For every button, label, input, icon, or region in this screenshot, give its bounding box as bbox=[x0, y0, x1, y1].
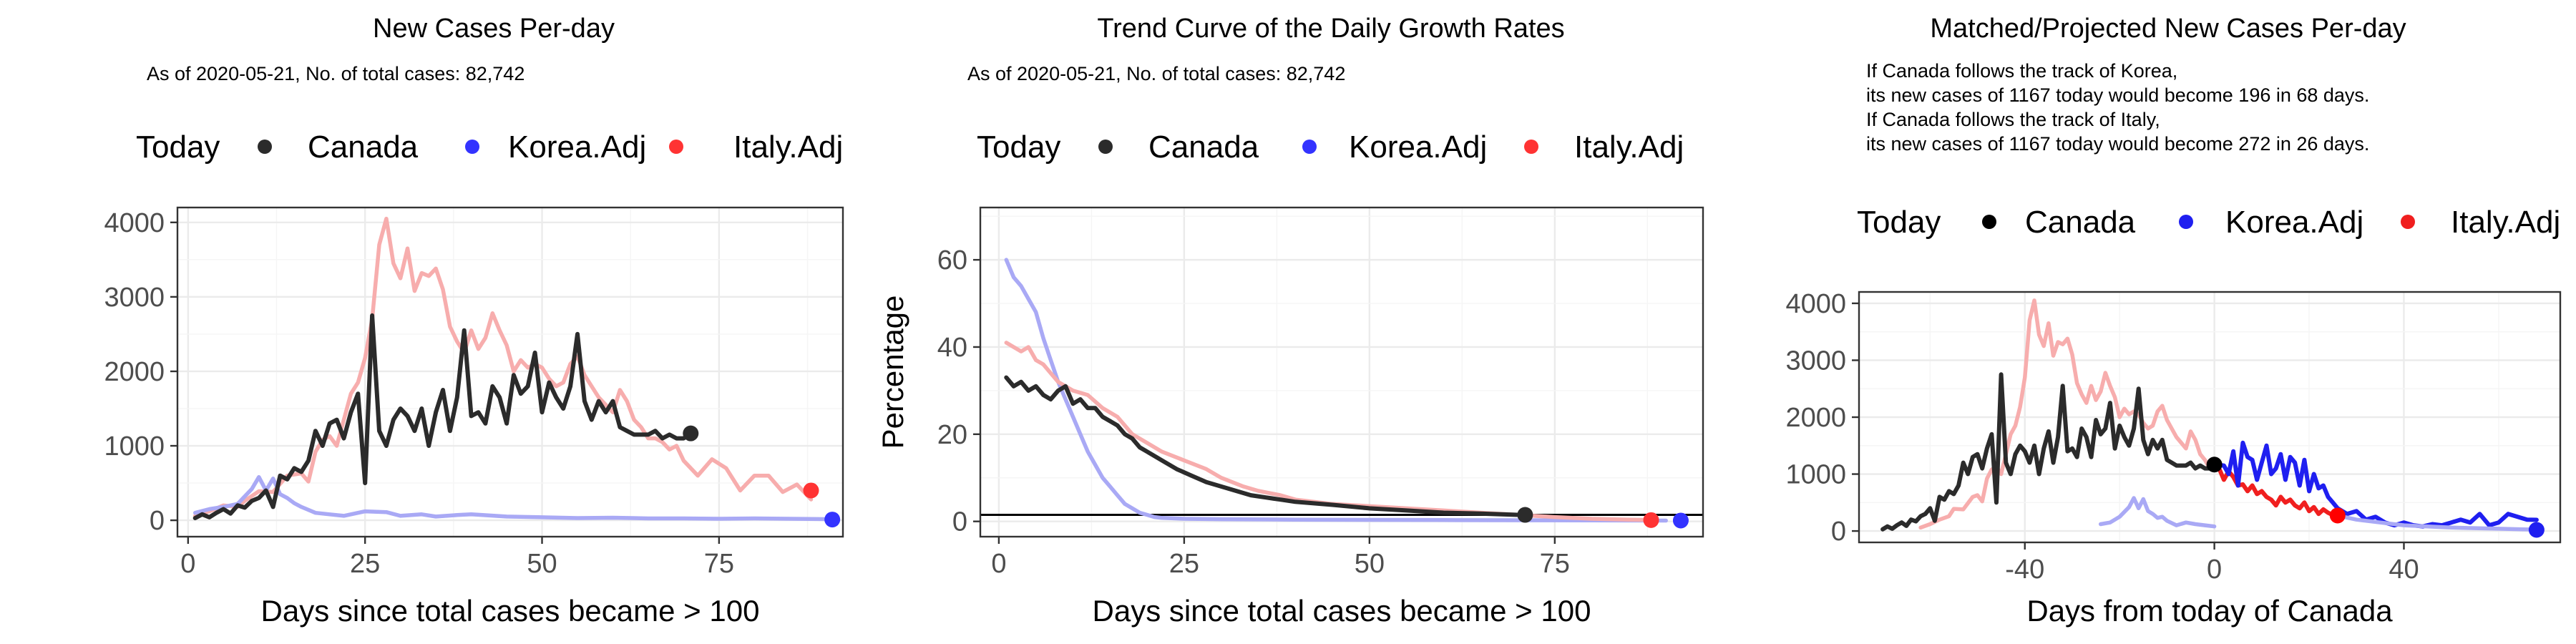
legend-key-dot bbox=[2179, 215, 2193, 229]
gridlines bbox=[1859, 292, 2560, 542]
panel-1: New Cases Per-day As of 2020-05-21, No. o… bbox=[104, 14, 844, 628]
y-tick-label: 4000 bbox=[104, 208, 165, 238]
chart-subtitle: As of 2020-05-21, No. of total cases: 82… bbox=[147, 63, 525, 84]
legend-label: Canada bbox=[308, 130, 419, 165]
chart-title: New Cases Per-day bbox=[373, 14, 615, 44]
legend-key-dot bbox=[1098, 140, 1113, 154]
series-group bbox=[1880, 298, 2545, 538]
today-point-korea-adj bbox=[1672, 512, 1689, 529]
legend-key-dot bbox=[669, 140, 683, 154]
legend-key-dot bbox=[2401, 215, 2415, 229]
y-tick-label: 0 bbox=[1831, 517, 1846, 547]
today-point-canada bbox=[1517, 507, 1533, 523]
x-tick-label: 50 bbox=[527, 549, 557, 579]
today-point-korea-adj bbox=[2528, 522, 2545, 538]
legend-key-dot bbox=[1524, 140, 1538, 154]
today-point-italy-adj bbox=[803, 482, 819, 499]
y-tick-label: 1000 bbox=[1785, 460, 1846, 490]
x-axis-label: Days from today of Canada bbox=[2026, 594, 2393, 628]
series-line-italy-adj-projected bbox=[2212, 462, 2340, 518]
legend: Today Canada Korea.Adj Italy.Adj bbox=[977, 130, 1684, 165]
today-point-canada bbox=[2206, 457, 2223, 473]
chart-subtitle: As of 2020-05-21, No. of total cases: 82… bbox=[967, 63, 1345, 84]
legend-label: Today bbox=[977, 130, 1060, 165]
legend-label: Today bbox=[1857, 205, 1941, 240]
x-tick-label: 25 bbox=[1169, 549, 1199, 579]
x-tick-label: -40 bbox=[2005, 555, 2044, 585]
y-tick-label: 4000 bbox=[1785, 289, 1846, 319]
y-tick-label: 40 bbox=[937, 333, 967, 363]
legend-label: Italy.Adj bbox=[1574, 130, 1684, 165]
series-line-korea-adj bbox=[192, 474, 828, 522]
legend-label: Italy.Adj bbox=[733, 130, 843, 165]
y-tick-label: 3000 bbox=[104, 283, 165, 313]
y-tick-label: 1000 bbox=[104, 431, 165, 462]
legend: Today Canada Korea.Adj Italy.Adj bbox=[136, 130, 843, 165]
y-tick-label: 60 bbox=[937, 245, 967, 275]
y-tick-label: 0 bbox=[952, 507, 967, 537]
chart-title: Matched/Projected New Cases Per-day bbox=[1930, 14, 2406, 44]
x-tick-label: 40 bbox=[2389, 555, 2419, 585]
today-point-italy-adj bbox=[2329, 507, 2346, 524]
plot-area bbox=[980, 208, 1703, 537]
y-tick-label: 2000 bbox=[1785, 403, 1846, 433]
x-tick-label: 0 bbox=[180, 549, 195, 579]
series-group bbox=[192, 216, 841, 528]
series-line-korea-adj-projected bbox=[2212, 440, 2539, 529]
series-line-korea-adj bbox=[1004, 258, 1668, 523]
panel-3: Matched/Projected New Cases Per-day If Ca… bbox=[1785, 14, 2562, 628]
gridlines bbox=[177, 208, 843, 537]
today-point-korea-adj bbox=[824, 512, 841, 528]
x-tick-label: 0 bbox=[991, 549, 1006, 579]
chart-subtitle-line: If Canada follows the track of Italy, bbox=[1866, 109, 2160, 130]
y-tick-label: 2000 bbox=[104, 357, 165, 387]
series-line-italy-adj bbox=[192, 216, 814, 518]
legend-label: Italy.Adj bbox=[2451, 205, 2560, 240]
today-point-canada bbox=[683, 425, 699, 441]
x-tick-label: 25 bbox=[350, 549, 380, 579]
panel-2: Trend Curve of the Daily Growth Rates As … bbox=[876, 14, 1704, 628]
y-axis-label: Percentage bbox=[876, 296, 909, 449]
plot-frame bbox=[979, 206, 1704, 538]
y-tick-label: 0 bbox=[150, 506, 165, 536]
legend-key-dot bbox=[465, 140, 479, 154]
y-tick-label: 20 bbox=[937, 420, 967, 450]
x-tick-label: 50 bbox=[1355, 549, 1385, 579]
x-tick-label: 75 bbox=[1540, 549, 1570, 579]
x-tick-label: 75 bbox=[704, 549, 734, 579]
legend-label: Korea.Adj bbox=[2225, 205, 2363, 240]
legend-label: Today bbox=[136, 130, 220, 165]
series-line-canada bbox=[1004, 375, 1528, 517]
x-axis-label: Days since total cases became > 100 bbox=[261, 594, 760, 628]
legend-label: Canada bbox=[2025, 205, 2136, 240]
x-axis-label: Days since total cases became > 100 bbox=[1093, 594, 1591, 628]
legend-label: Korea.Adj bbox=[508, 130, 646, 165]
legend: Today Canada Korea.Adj Italy.Adj bbox=[1857, 205, 2560, 240]
chart-subtitle-line: If Canada follows the track of Korea, bbox=[1866, 60, 2177, 82]
chart-subtitle-line: its new cases of 1167 today would become… bbox=[1866, 133, 2369, 155]
series-line-korea-adj-matched bbox=[2098, 496, 2217, 529]
x-tick-label: 0 bbox=[2207, 555, 2222, 585]
legend-label: Canada bbox=[1148, 130, 1259, 165]
series-line-italy-adj-matched bbox=[1918, 298, 2217, 530]
legend-label: Korea.Adj bbox=[1349, 130, 1487, 165]
series-line-canada bbox=[1880, 372, 2217, 532]
today-point-italy-adj bbox=[1643, 512, 1659, 528]
chart-title: Trend Curve of the Daily Growth Rates bbox=[1097, 14, 1564, 44]
series-line-canada bbox=[192, 313, 693, 520]
legend-key-dot bbox=[258, 140, 272, 154]
legend-key-dot bbox=[1982, 215, 1996, 229]
y-tick-label: 3000 bbox=[1785, 346, 1846, 376]
legend-key-dot bbox=[1302, 140, 1317, 154]
chart-subtitle-line: its new cases of 1167 today would become… bbox=[1866, 84, 2369, 106]
series-group bbox=[1004, 258, 1689, 529]
series-line-italy-adj-tail bbox=[2336, 513, 2539, 532]
